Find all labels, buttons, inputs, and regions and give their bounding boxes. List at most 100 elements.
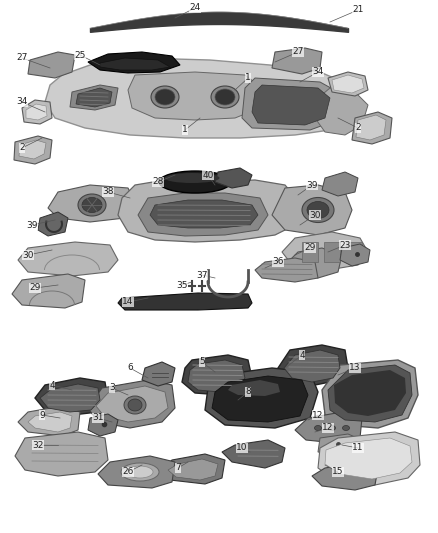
- Polygon shape: [295, 412, 362, 444]
- Polygon shape: [328, 365, 412, 422]
- Text: 8: 8: [245, 387, 251, 397]
- Text: 7: 7: [175, 464, 181, 472]
- Text: 21: 21: [352, 5, 364, 14]
- Polygon shape: [324, 242, 340, 262]
- Text: 10: 10: [236, 443, 248, 453]
- Ellipse shape: [121, 463, 159, 481]
- Polygon shape: [215, 168, 252, 188]
- Text: 29: 29: [304, 244, 316, 253]
- Text: 24: 24: [189, 4, 201, 12]
- Text: 30: 30: [309, 211, 321, 220]
- Text: 36: 36: [272, 257, 284, 266]
- Text: 2: 2: [19, 143, 25, 152]
- Ellipse shape: [165, 173, 219, 183]
- Polygon shape: [312, 462, 378, 490]
- Polygon shape: [38, 212, 68, 236]
- Polygon shape: [40, 384, 100, 412]
- Polygon shape: [118, 180, 298, 242]
- Polygon shape: [182, 355, 252, 395]
- Polygon shape: [272, 48, 322, 74]
- Text: 2: 2: [355, 124, 361, 133]
- Polygon shape: [302, 242, 318, 262]
- Polygon shape: [28, 52, 75, 78]
- Polygon shape: [88, 52, 180, 73]
- Ellipse shape: [124, 396, 146, 414]
- Polygon shape: [282, 232, 368, 270]
- Ellipse shape: [155, 89, 175, 105]
- Polygon shape: [88, 380, 175, 428]
- Ellipse shape: [127, 466, 153, 478]
- Polygon shape: [35, 378, 108, 415]
- Text: 1: 1: [182, 125, 188, 134]
- Polygon shape: [76, 88, 112, 107]
- Polygon shape: [325, 438, 412, 479]
- Polygon shape: [128, 72, 258, 120]
- Polygon shape: [28, 412, 72, 432]
- Text: 15: 15: [332, 467, 344, 477]
- Text: 11: 11: [352, 443, 364, 453]
- Polygon shape: [255, 258, 318, 282]
- Polygon shape: [188, 360, 245, 392]
- Polygon shape: [22, 100, 52, 124]
- Text: 5: 5: [199, 358, 205, 367]
- Polygon shape: [288, 248, 342, 278]
- Polygon shape: [45, 58, 360, 138]
- Polygon shape: [98, 456, 175, 488]
- Polygon shape: [14, 136, 52, 164]
- Text: 12: 12: [312, 410, 324, 419]
- Polygon shape: [15, 432, 108, 476]
- Text: 12: 12: [322, 424, 334, 432]
- Text: 32: 32: [32, 440, 44, 449]
- Polygon shape: [242, 78, 338, 130]
- Polygon shape: [88, 414, 118, 436]
- Polygon shape: [12, 274, 85, 308]
- Text: 40: 40: [202, 171, 214, 180]
- Polygon shape: [318, 432, 420, 485]
- Polygon shape: [356, 115, 386, 140]
- Polygon shape: [142, 362, 175, 386]
- Ellipse shape: [328, 425, 336, 431]
- Polygon shape: [332, 75, 364, 93]
- Polygon shape: [212, 376, 308, 422]
- Text: 14: 14: [122, 297, 134, 306]
- Ellipse shape: [151, 86, 179, 108]
- Polygon shape: [48, 185, 135, 222]
- Polygon shape: [70, 85, 118, 110]
- Text: 30: 30: [22, 251, 34, 260]
- Text: 25: 25: [74, 51, 86, 60]
- Polygon shape: [18, 406, 80, 436]
- Text: 35: 35: [176, 280, 188, 289]
- Polygon shape: [205, 368, 318, 428]
- Polygon shape: [322, 360, 418, 428]
- Polygon shape: [284, 350, 340, 382]
- Ellipse shape: [343, 425, 350, 431]
- Polygon shape: [222, 440, 285, 468]
- Polygon shape: [118, 293, 252, 310]
- Text: 23: 23: [339, 240, 351, 249]
- Text: 39: 39: [26, 221, 38, 230]
- Ellipse shape: [314, 425, 321, 431]
- Polygon shape: [315, 88, 368, 135]
- Polygon shape: [278, 345, 348, 385]
- Polygon shape: [100, 58, 170, 70]
- Ellipse shape: [78, 194, 106, 216]
- Ellipse shape: [128, 399, 142, 411]
- Ellipse shape: [307, 201, 329, 219]
- Text: 13: 13: [349, 364, 361, 373]
- Text: 34: 34: [16, 98, 28, 107]
- Text: 26: 26: [122, 467, 134, 477]
- Polygon shape: [26, 104, 47, 120]
- Polygon shape: [150, 200, 258, 228]
- Polygon shape: [19, 140, 46, 159]
- Polygon shape: [346, 242, 362, 262]
- Polygon shape: [18, 242, 118, 276]
- Polygon shape: [340, 244, 370, 266]
- Polygon shape: [334, 370, 406, 416]
- Text: 37: 37: [196, 271, 208, 279]
- Polygon shape: [272, 185, 352, 235]
- Polygon shape: [228, 380, 280, 396]
- Text: 6: 6: [127, 364, 133, 373]
- Polygon shape: [322, 172, 358, 196]
- Polygon shape: [352, 112, 392, 144]
- Text: 4: 4: [299, 351, 305, 359]
